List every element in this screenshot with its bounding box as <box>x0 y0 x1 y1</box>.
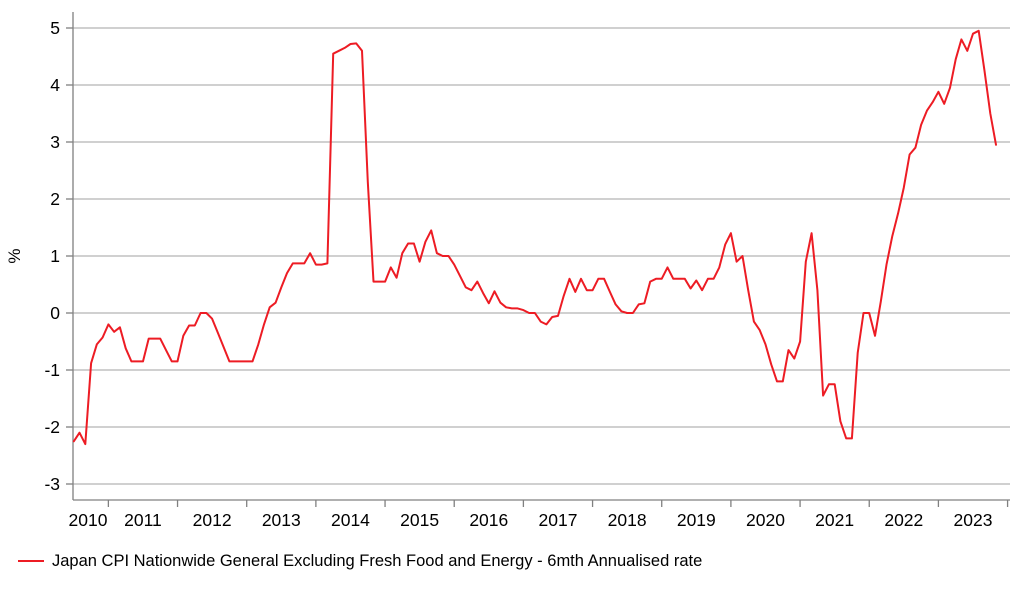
svg-text:2011: 2011 <box>124 510 162 530</box>
svg-text:4: 4 <box>50 75 60 95</box>
svg-text:2014: 2014 <box>331 510 370 530</box>
legend-line-swatch <box>18 560 44 562</box>
y-tick-labels: -3 -2 -1 0 1 2 3 4 5 <box>44 18 73 494</box>
line-chart: -3 -2 -1 0 1 2 3 4 5 2010 2011 2012 2013 2014 2015 2016… <box>5 12 1010 530</box>
legend: Japan CPI Nationwide General Excluding F… <box>18 551 702 571</box>
y-gridlines <box>73 27 1010 485</box>
x-tick-labels: 2010 2011 2012 2013 2014 2015 2016 2017 2018 2019… <box>69 510 993 530</box>
svg-text:2017: 2017 <box>539 510 578 530</box>
svg-text:2021: 2021 <box>815 510 854 530</box>
y-axis-label: % <box>5 248 24 263</box>
svg-text:5: 5 <box>50 18 60 38</box>
svg-text:2023: 2023 <box>954 510 993 530</box>
svg-text:2012: 2012 <box>193 510 232 530</box>
svg-text:1: 1 <box>50 246 60 266</box>
svg-text:2020: 2020 <box>746 510 785 530</box>
svg-text:-2: -2 <box>44 417 60 437</box>
svg-text:0: 0 <box>50 303 60 323</box>
svg-text:2018: 2018 <box>608 510 647 530</box>
svg-text:2010: 2010 <box>69 510 108 530</box>
svg-text:2022: 2022 <box>884 510 923 530</box>
svg-text:2013: 2013 <box>262 510 301 530</box>
svg-text:2: 2 <box>50 189 60 209</box>
svg-text:2016: 2016 <box>469 510 508 530</box>
svg-text:3: 3 <box>50 132 60 152</box>
svg-text:-3: -3 <box>44 474 60 494</box>
svg-text:2015: 2015 <box>400 510 439 530</box>
cpi-series-line <box>72 29 997 446</box>
x-ticks <box>107 500 1009 507</box>
svg-text:2019: 2019 <box>677 510 716 530</box>
svg-text:-1: -1 <box>44 360 60 380</box>
legend-label: Japan CPI Nationwide General Excluding F… <box>52 551 703 570</box>
